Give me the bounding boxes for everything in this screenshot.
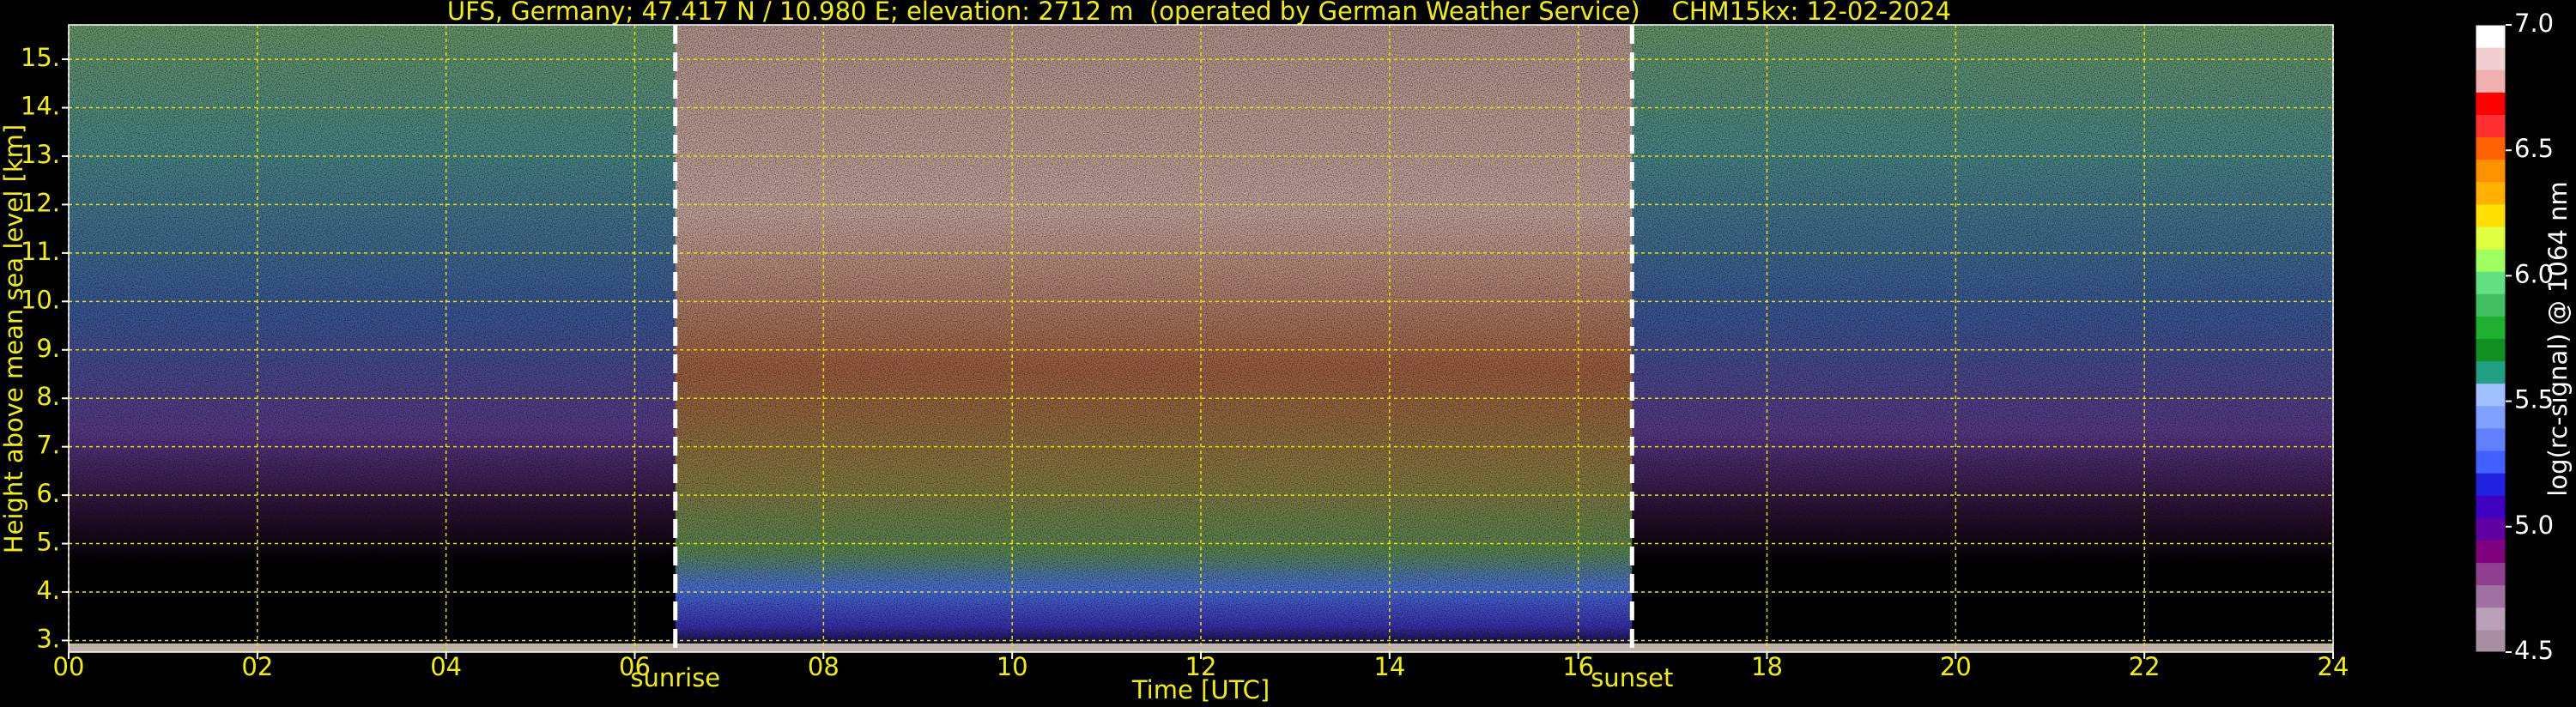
y-tick-label: 10. [21,285,60,314]
heatmap [69,25,2333,652]
annotation-label: sunset [1591,663,1673,692]
y-tick-label: 4. [36,576,60,605]
colorbar-tick-label: 5.5 [2514,385,2554,414]
colorbar-tick-label: 4.5 [2514,636,2554,665]
y-tick-label: 9. [36,334,60,363]
colorbar-segment [2476,293,2506,317]
colorbar-segment [2476,47,2506,70]
x-tick-label: 24 [2318,652,2349,681]
y-tick-label: 11. [21,237,60,266]
y-axis-label: Height above mean sea level [km] [0,124,28,553]
speckle [69,25,2333,652]
plot-frame [68,24,2334,653]
colorbar-segment [2476,338,2506,362]
colorbar-label: log(rc-signal) @ 1064 nm [2543,181,2573,496]
colorbar-segment [2476,316,2506,339]
colorbar-segment [2476,159,2506,183]
colorbar-segment [2476,25,2506,48]
colorbar-segment [2476,249,2506,272]
colorbar-segment [2476,607,2506,631]
y-tick-label: 7. [36,431,60,460]
colorbar-segment [2476,562,2506,586]
colorbar-segment [2476,226,2506,250]
x-axis-label: Time [UTC] [1131,675,1270,704]
colorbar-segment [2476,136,2506,160]
x-tick-label: 10 [997,652,1028,681]
colorbar-segment [2476,473,2506,496]
colorbar-segment [2476,517,2506,541]
colorbar-frame [2475,24,2506,653]
y-tick-label: 13. [21,140,60,169]
chart-title: UFS, Germany; 47.417 N / 10.980 E; eleva… [447,0,1951,26]
colorbar-tick-label: 6.5 [2514,134,2554,163]
colorbar-segment [2476,69,2506,93]
colorbar-segment [2476,114,2506,138]
x-tick-label: 20 [1940,652,1972,681]
annotation-label: sunrise [630,663,720,692]
colorbar-tick-label: 7.0 [2514,9,2554,38]
x-tick-label: 02 [241,652,273,681]
colorbar-segment [2476,495,2506,518]
colorbar-tick-label: 6.0 [2514,259,2554,288]
colorbar-segment [2476,92,2506,115]
x-tick-label: 12 [1185,652,1217,681]
x-tick-label: 16 [1562,652,1594,681]
x-tick-label: 08 [808,652,839,681]
colorbar-segment [2476,427,2506,451]
colorbar-segment [2476,203,2506,227]
x-tick-label: 06 [619,652,651,681]
y-tick-label: 15. [21,43,60,72]
y-tick-label: 6. [36,479,60,508]
x-tick-label: 00 [53,652,85,681]
y-tick-label: 14. [21,92,60,121]
ground-band [69,644,2333,652]
y-tick-label: 5. [36,528,60,557]
colorbar-segment [2476,450,2506,474]
colorbar-segment [2476,540,2506,564]
colorbar-segment [2476,181,2506,205]
colorbar-segment [2476,271,2506,294]
y-tick-label: 3. [36,624,60,653]
colorbar-segment [2476,584,2506,608]
colorbar-tick-label: 5.0 [2514,511,2554,540]
x-tick-label: 22 [2129,652,2161,681]
x-tick-label: 14 [1373,652,1405,681]
colorbar-segment [2476,629,2506,653]
colorbar-segment [2476,405,2506,429]
colorbar-segment [2476,360,2506,384]
y-tick-label: 12. [21,188,60,217]
y-tick-label: 8. [36,382,60,411]
colorbar-segment [2476,383,2506,407]
x-tick-label: 04 [430,652,462,681]
x-tick-label: 18 [1751,652,1783,681]
